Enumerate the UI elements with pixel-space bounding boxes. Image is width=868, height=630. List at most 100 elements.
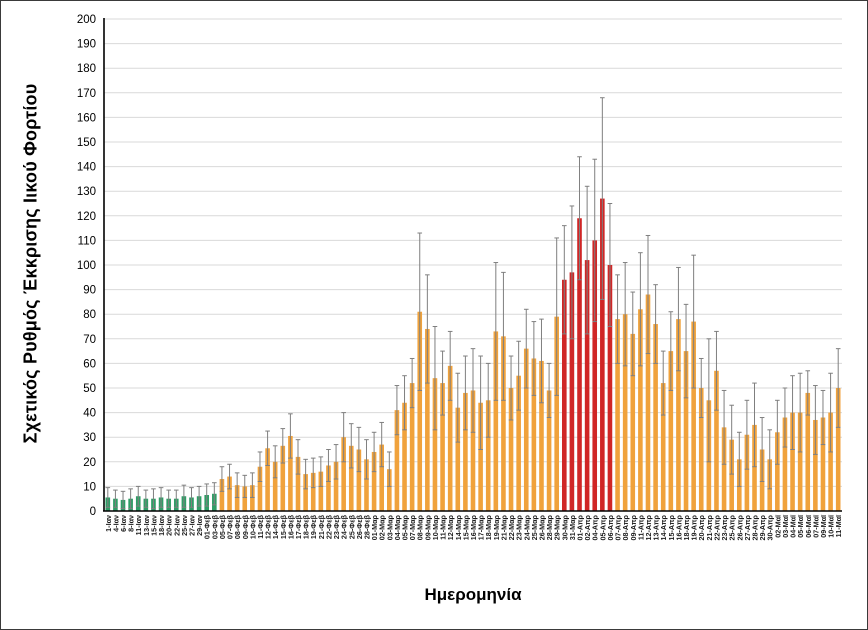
- x-tick-label: 08-Φεβ: [233, 514, 242, 539]
- x-tick-label: 04-Μαρ: [393, 514, 402, 540]
- x-tick-label: 08-Απρ: [621, 514, 630, 540]
- x-tick-label: 01-Μαρ: [370, 514, 379, 540]
- bar: [295, 456, 301, 511]
- x-tick-label: 26-Φεβ: [355, 514, 364, 539]
- x-tick-label: 22-Ιαν: [172, 515, 181, 536]
- x-tick-label: 25-Μαρ: [530, 514, 539, 540]
- bar: [379, 444, 385, 511]
- x-tick-label: 06-Μαϊ: [804, 514, 813, 538]
- bar: [805, 392, 811, 511]
- bar: [645, 294, 651, 511]
- x-tick-label: 02-Μαρ: [378, 514, 387, 540]
- bar: [310, 472, 316, 511]
- bar: [394, 410, 400, 511]
- x-tick-label: 04-Μαϊ: [789, 514, 798, 538]
- bar: [531, 358, 537, 511]
- x-tick-label: 09-Μαϊ: [819, 514, 828, 538]
- x-tick-label: 11-Μαϊ: [834, 514, 843, 537]
- bar: [341, 437, 346, 511]
- x-tick-label: 11-Φεβ: [256, 514, 265, 538]
- bar: [698, 388, 704, 511]
- bar: [371, 451, 377, 511]
- x-tick-label: 27-Ιαν: [187, 515, 196, 536]
- x-tick-label: 01-Φεβ: [203, 514, 212, 539]
- x-tick-label: 02-Απρ: [583, 514, 592, 540]
- bar: [272, 461, 278, 511]
- y-tick-label: 0: [90, 506, 96, 518]
- bar: [333, 461, 339, 511]
- x-tick-label: 09-Μαρ: [423, 514, 432, 540]
- x-tick-label: 11-Ιαν: [134, 515, 143, 535]
- bar: [478, 402, 483, 511]
- x-tick-label: 18-Ιαν: [157, 515, 166, 536]
- bar: [546, 390, 552, 511]
- x-tick-label: 07-Φεβ: [226, 514, 235, 539]
- bar: [775, 432, 780, 511]
- bar: [721, 427, 727, 511]
- x-tick-label: 27-Απρ: [743, 514, 752, 540]
- bar: [584, 260, 590, 511]
- bar: [402, 402, 407, 511]
- x-tick-label: 03-Μαϊ: [781, 514, 790, 538]
- x-tick-label: 19-Μαρ: [492, 514, 501, 540]
- x-tick-label: 14-Φεβ: [271, 514, 280, 539]
- y-tick-label: 60: [83, 358, 96, 370]
- bar: [485, 400, 491, 511]
- y-tick-label: 110: [78, 235, 96, 247]
- x-tick-label: 06-Απρ: [606, 514, 615, 540]
- x-tick-label: 10-Μαϊ: [827, 514, 836, 538]
- y-tick-label: 120: [77, 211, 96, 223]
- bar: [318, 471, 324, 511]
- x-tick-label: 23-Φεβ: [332, 514, 341, 539]
- x-tick-label: 16-Φεβ: [286, 514, 295, 539]
- x-tick-label: 30-Απρ: [766, 514, 775, 540]
- y-tick-label: 190: [77, 39, 96, 51]
- x-tick-label: 13-Απρ: [652, 514, 661, 540]
- bar: [470, 390, 476, 511]
- bar: [227, 476, 232, 511]
- x-tick-label: 14-Απρ: [659, 514, 668, 540]
- bar: [288, 435, 293, 511]
- y-tick-label: 150: [77, 137, 96, 149]
- y-tick-label: 10: [83, 481, 96, 493]
- x-tick-label: 24-Μαρ: [522, 514, 531, 540]
- x-tick-label: 12-Απρ: [644, 514, 653, 540]
- bar: [653, 324, 658, 511]
- bar: [607, 265, 613, 511]
- y-tick-label: 140: [77, 162, 96, 174]
- bar: [691, 321, 696, 511]
- x-tick-label: 16-Απρ: [674, 514, 683, 540]
- bar: [615, 319, 620, 511]
- bar: [440, 383, 445, 511]
- bar: [234, 485, 240, 511]
- y-tick-label: 70: [83, 334, 96, 346]
- bar: [782, 417, 788, 511]
- bar: [219, 479, 225, 511]
- bar: [638, 309, 643, 511]
- x-tick-label: 07-Μαϊ: [811, 514, 820, 538]
- bar: [668, 351, 674, 511]
- y-tick-label: 50: [83, 383, 96, 395]
- y-tick-label: 180: [77, 63, 96, 75]
- y-tick-label: 160: [77, 112, 96, 124]
- x-tick-label: 04-Απρ: [591, 514, 600, 540]
- bar: [447, 365, 453, 511]
- x-tick-label: 4-Ιαν: [111, 515, 120, 532]
- bar: [592, 240, 598, 511]
- x-tick-label: 20-Απρ: [697, 514, 706, 540]
- y-tick-label: 170: [77, 88, 96, 100]
- x-tick-label: 22-Απρ: [712, 514, 721, 540]
- x-tick-label: 05-Απρ: [598, 514, 607, 540]
- x-tick-label: 09-Απρ: [629, 514, 638, 540]
- bar: [326, 465, 331, 511]
- x-tick-label: 8-Ιαν: [127, 515, 136, 532]
- x-tick-label: 10-Φεβ: [248, 514, 257, 539]
- x-tick-label: 24-Φεβ: [340, 514, 349, 539]
- bar: [790, 412, 795, 511]
- bar: [622, 314, 628, 511]
- bar: [539, 360, 544, 511]
- bar: [820, 417, 826, 511]
- x-tick-label: 19-Απρ: [690, 514, 699, 540]
- x-tick-label: 21-Μαρ: [499, 514, 508, 540]
- bar: [561, 279, 567, 511]
